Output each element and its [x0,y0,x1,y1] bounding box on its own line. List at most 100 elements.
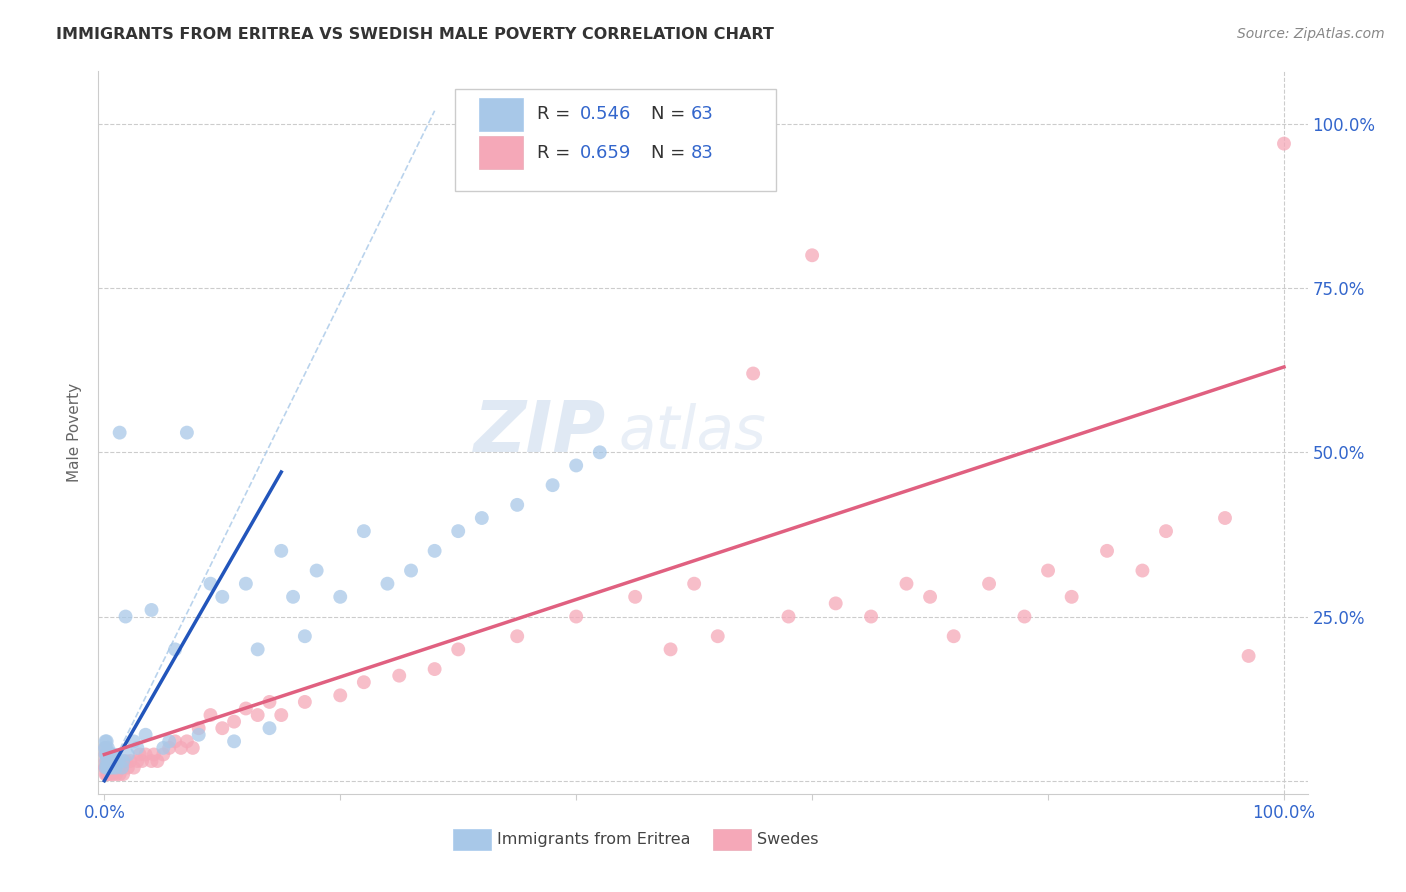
Point [105,754,128,768]
FancyBboxPatch shape [713,829,751,849]
Point [423,662,446,676]
Point [329,590,352,604]
Point [200,576,222,591]
Point [377,576,399,591]
Point [157,740,180,755]
Point [270,708,292,723]
Point [98,761,121,775]
Point [98,767,121,781]
Point [270,544,292,558]
Point [801,248,824,262]
Point [94,761,117,775]
Point [96,761,118,775]
Point [94,740,117,755]
Point [108,767,131,781]
Point [122,734,145,748]
Point [565,609,588,624]
Point [447,524,470,538]
Point [94,754,117,768]
Point [103,761,125,775]
Point [246,708,269,723]
Point [98,747,121,762]
FancyBboxPatch shape [456,89,776,191]
Point [127,740,149,755]
Point [589,445,612,459]
Text: 0.659: 0.659 [579,144,631,161]
Point [100,754,122,768]
Point [111,761,134,775]
Point [742,367,765,381]
Point [96,761,118,775]
FancyBboxPatch shape [453,829,492,849]
Point [222,734,245,748]
Point [98,761,121,775]
Point [111,761,134,775]
Point [94,740,117,755]
Text: atlas: atlas [619,403,766,462]
Point [104,754,127,768]
Point [141,754,163,768]
Point [259,721,281,735]
Point [896,576,918,591]
Point [157,734,180,748]
Point [1132,564,1154,578]
Point [399,564,422,578]
Point [824,596,846,610]
Point [353,524,375,538]
Point [114,609,136,624]
FancyBboxPatch shape [479,98,523,131]
Point [977,576,1000,591]
Point [200,708,222,723]
Point [97,747,120,762]
Point [101,754,124,768]
Point [96,734,118,748]
Point [1154,524,1177,538]
Point [131,754,153,768]
Point [176,425,198,440]
Point [152,747,174,762]
Point [108,425,131,440]
Point [94,740,117,755]
Point [142,747,165,762]
Point [506,498,529,512]
Point [94,747,117,762]
Point [103,754,125,768]
Point [98,761,121,775]
Point [100,747,122,762]
Point [96,747,118,762]
Point [778,609,800,624]
Point [281,590,304,604]
Point [94,734,117,748]
Point [211,721,233,735]
Text: 83: 83 [690,144,714,161]
Point [211,590,233,604]
Point [860,609,883,624]
Point [104,761,127,775]
Text: R =: R = [537,105,576,123]
Point [141,603,163,617]
Point [100,754,122,768]
Text: N =: N = [651,144,690,161]
Point [1060,590,1083,604]
Point [127,754,149,768]
Text: 0.546: 0.546 [579,105,631,123]
Point [114,754,136,768]
Text: 63: 63 [690,105,714,123]
Point [176,734,198,748]
Point [471,511,494,525]
Point [165,642,187,657]
Point [135,728,157,742]
Point [97,761,120,775]
Point [120,754,142,768]
Point [305,564,328,578]
Point [1095,544,1118,558]
Point [353,675,375,690]
Text: R =: R = [537,144,576,161]
Point [235,576,257,591]
Point [1213,511,1236,525]
Point [94,767,117,781]
Point [128,747,150,762]
Point [117,761,139,775]
Point [506,629,529,643]
Point [222,714,245,729]
